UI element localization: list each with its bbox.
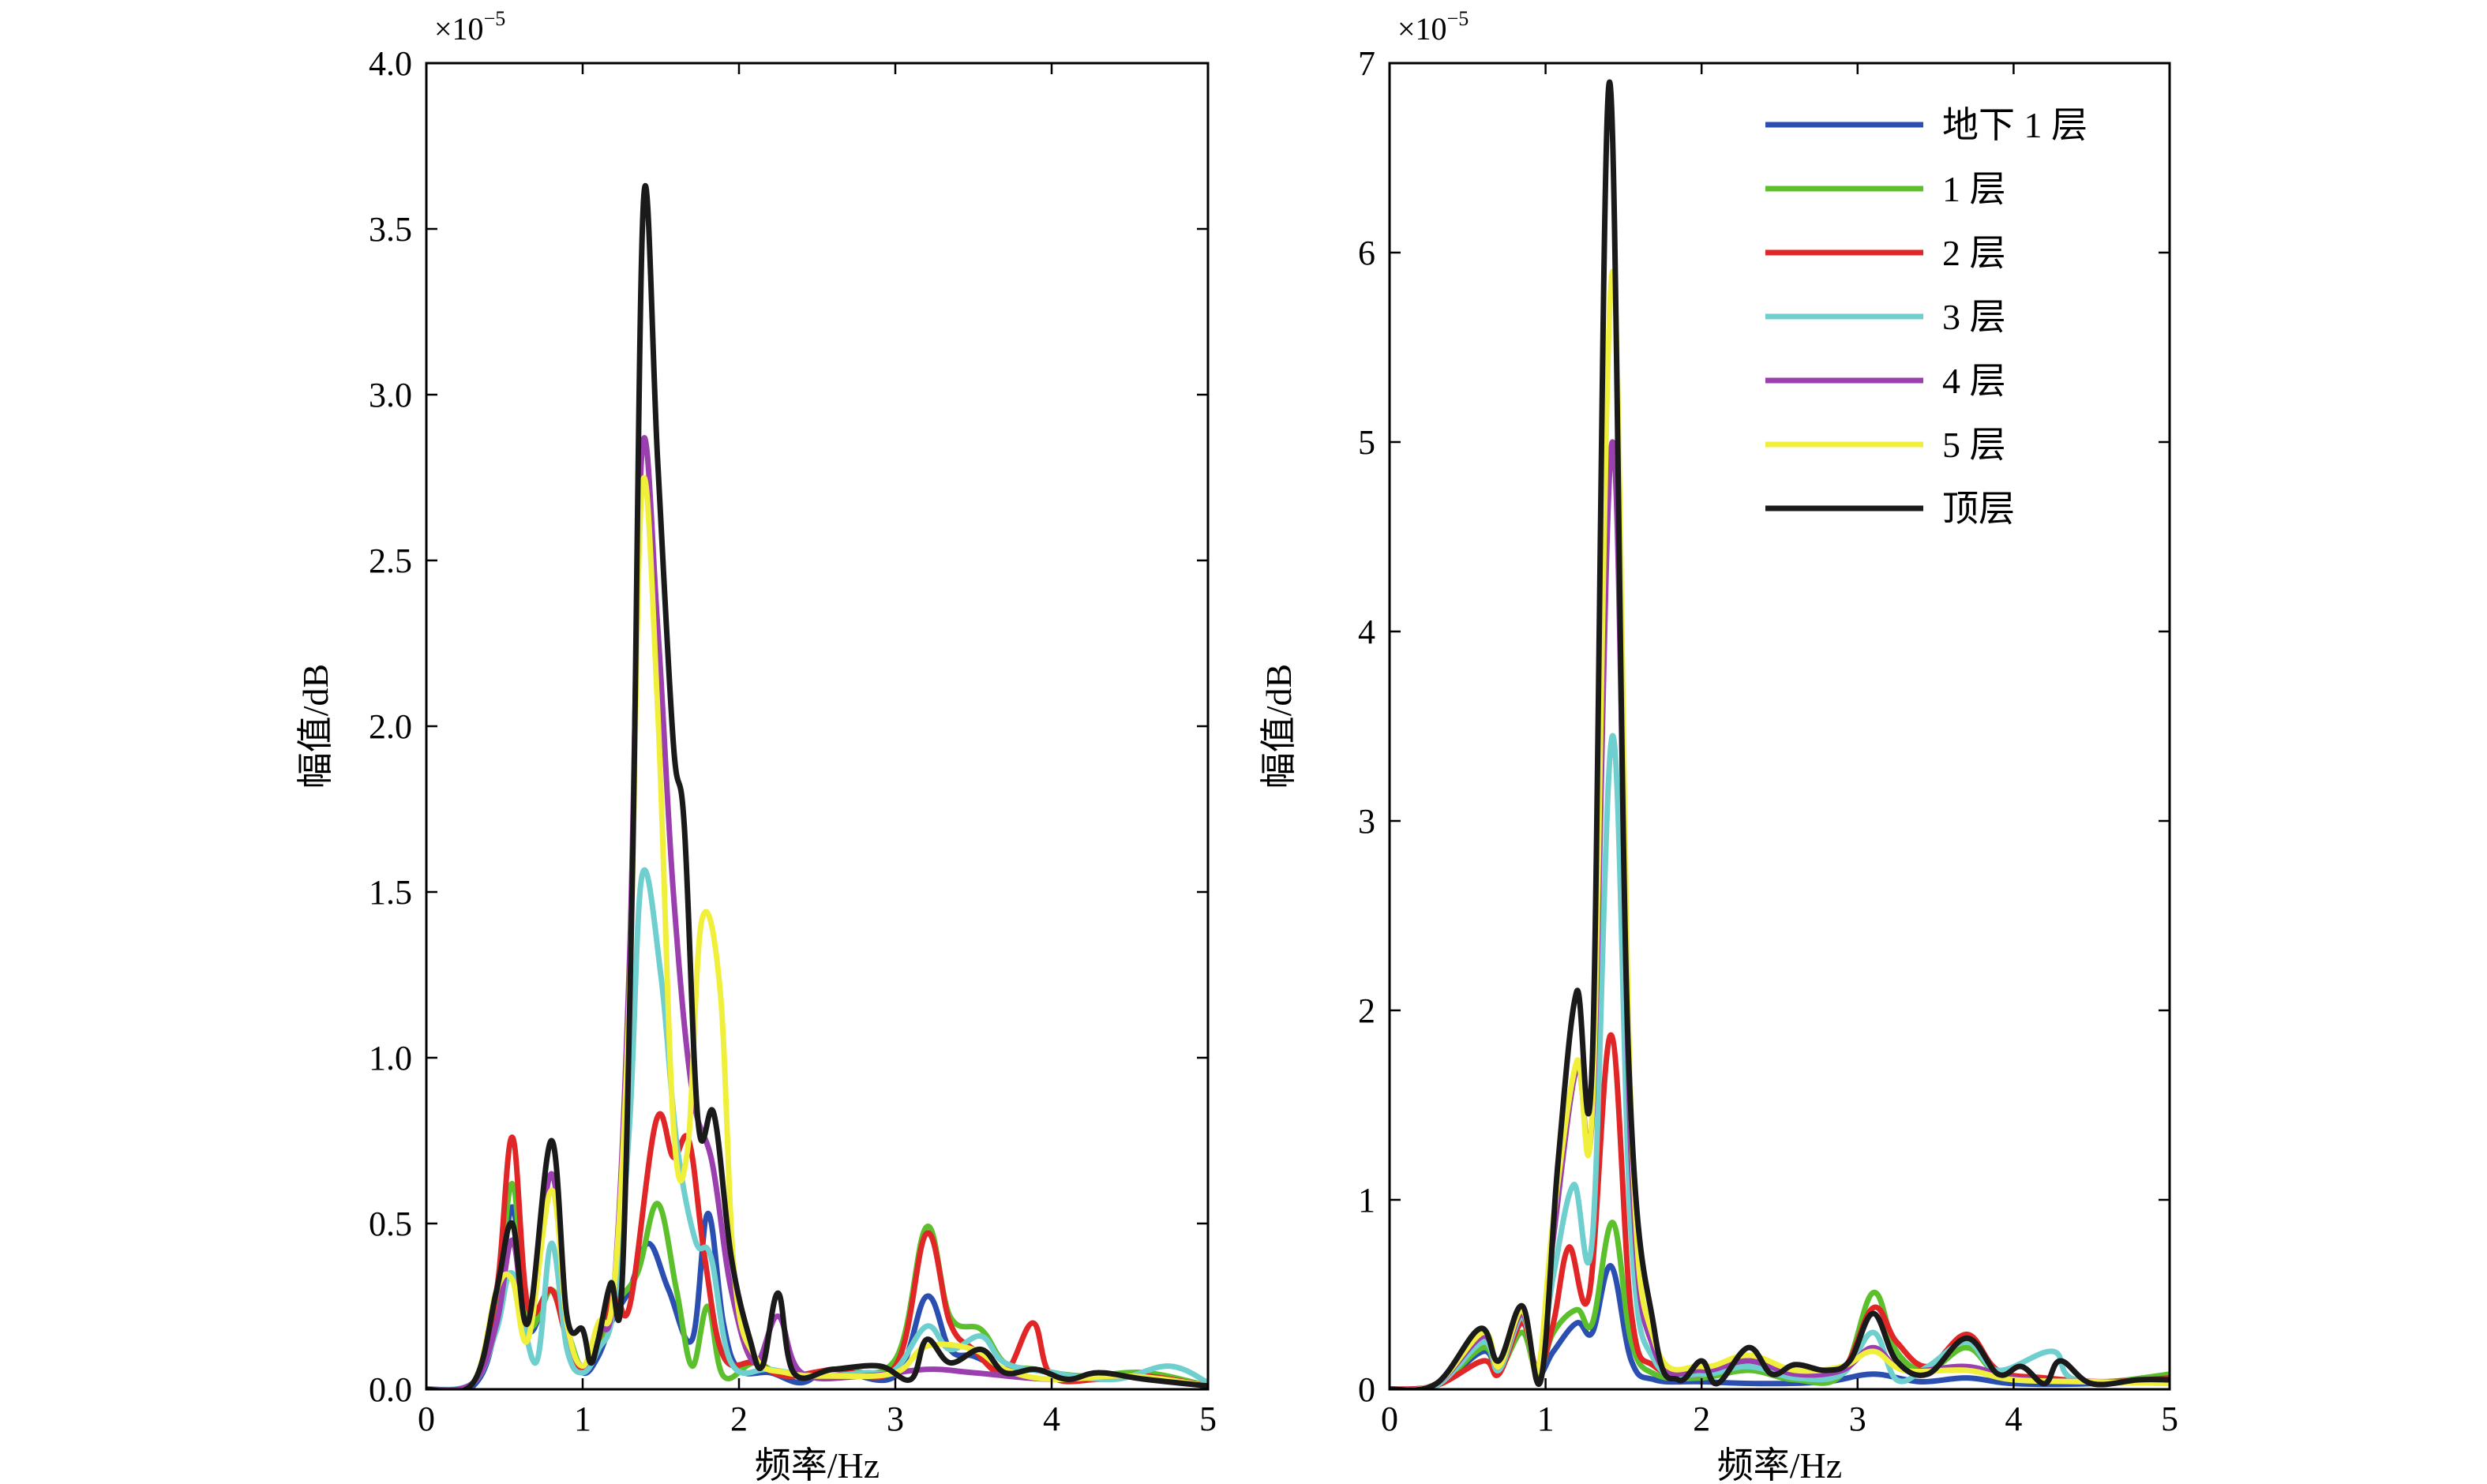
series-lines (1390, 79, 2170, 1389)
series-line-4 (1390, 439, 2170, 1389)
x-tick-label: 1 (1537, 1400, 1555, 1438)
left-panel: 0 1 2 3 4 5 0.0 0.5 1.0 1.5 2.0 2.5 3.0 3.5 4.0 ×10−5 频率… (295, 7, 1217, 1484)
x-axis-label: 频率/Hz (1717, 1445, 1842, 1484)
plot-frame (1388, 62, 2171, 1391)
series-line-2 (426, 1111, 1208, 1389)
series-line-3 (426, 867, 1208, 1389)
y-multiplier: ×10−5 (434, 7, 505, 47)
y-tick-label: 0.5 (369, 1205, 412, 1243)
y-tick-label: 0.0 (369, 1370, 412, 1409)
x-axis-label: 频率/Hz (755, 1445, 880, 1484)
legend-label-3: 3 层 (1942, 297, 2006, 337)
x-tick-label: 4 (1043, 1400, 1060, 1438)
series-line-3 (1390, 733, 2170, 1389)
series-line-6 (426, 182, 1208, 1389)
y-tick-label: 0 (1358, 1370, 1375, 1409)
x-tick-label: 4 (2005, 1400, 2022, 1438)
x-tick-label: 3 (887, 1400, 904, 1438)
y-tick-label: 4.0 (369, 44, 412, 83)
right-panel: 0 1 2 3 4 5 0 1 2 3 4 5 6 7 ×10−5 频率/Hz 幅值/dB 地下 1 层 1 层 2 … (1259, 7, 2178, 1484)
x-tick-label: 2 (730, 1400, 748, 1438)
y-tick-label: 1 (1358, 1181, 1375, 1220)
y-multiplier-exponent: −5 (484, 7, 506, 30)
y-tick-label: 2 (1358, 991, 1375, 1030)
y-tick-label: 7 (1358, 44, 1375, 83)
y-axis-label: 幅值/dB (295, 664, 336, 789)
y-multiplier-exponent: −5 (1447, 7, 1469, 30)
series-line-5 (1390, 268, 2170, 1389)
y-tick-label: 3 (1358, 802, 1375, 841)
legend-label-6: 顶层 (1942, 489, 2015, 529)
y-multiplier-base: ×10 (434, 11, 484, 47)
legend-label-4: 4 层 (1942, 361, 2006, 401)
y-tick-label: 5 (1358, 423, 1375, 462)
y-tick-label: 4 (1358, 613, 1375, 651)
y-tick-label: 1.0 (369, 1039, 412, 1077)
series-line-6 (1390, 79, 2170, 1389)
legend-label-2: 2 层 (1942, 233, 2006, 273)
legend: 地下 1 层 1 层 2 层 3 层 4 层 5 层顶层 (1765, 105, 2088, 529)
y-tick-label: 2.5 (369, 542, 412, 580)
y-axis-label: 幅值/dB (1259, 664, 1299, 789)
y-tick-label: 6 (1358, 234, 1375, 272)
y-tick-label: 1.5 (369, 873, 412, 912)
y-tick-label: 3.0 (369, 376, 412, 414)
x-tick-label: 5 (2161, 1400, 2178, 1438)
series-line-5 (426, 474, 1208, 1389)
x-tick-label: 5 (1199, 1400, 1217, 1438)
series-lines (426, 182, 1208, 1389)
x-tick-label: 1 (574, 1400, 591, 1438)
y-multiplier: ×10−5 (1397, 7, 1469, 47)
x-tick-label: 3 (1849, 1400, 1866, 1438)
x-tick-label: 0 (418, 1400, 435, 1438)
legend-label-1: 1 层 (1942, 169, 2006, 209)
x-tick-label: 0 (1381, 1400, 1398, 1438)
y-tick-label: 3.5 (369, 210, 412, 249)
y-tick-label: 2.0 (369, 707, 412, 746)
legend-label-5: 5 层 (1942, 425, 2006, 465)
x-tick-label: 2 (1693, 1400, 1710, 1438)
legend-label-0: 地下 1 层 (1942, 105, 2088, 145)
y-multiplier-base: ×10 (1397, 11, 1447, 47)
